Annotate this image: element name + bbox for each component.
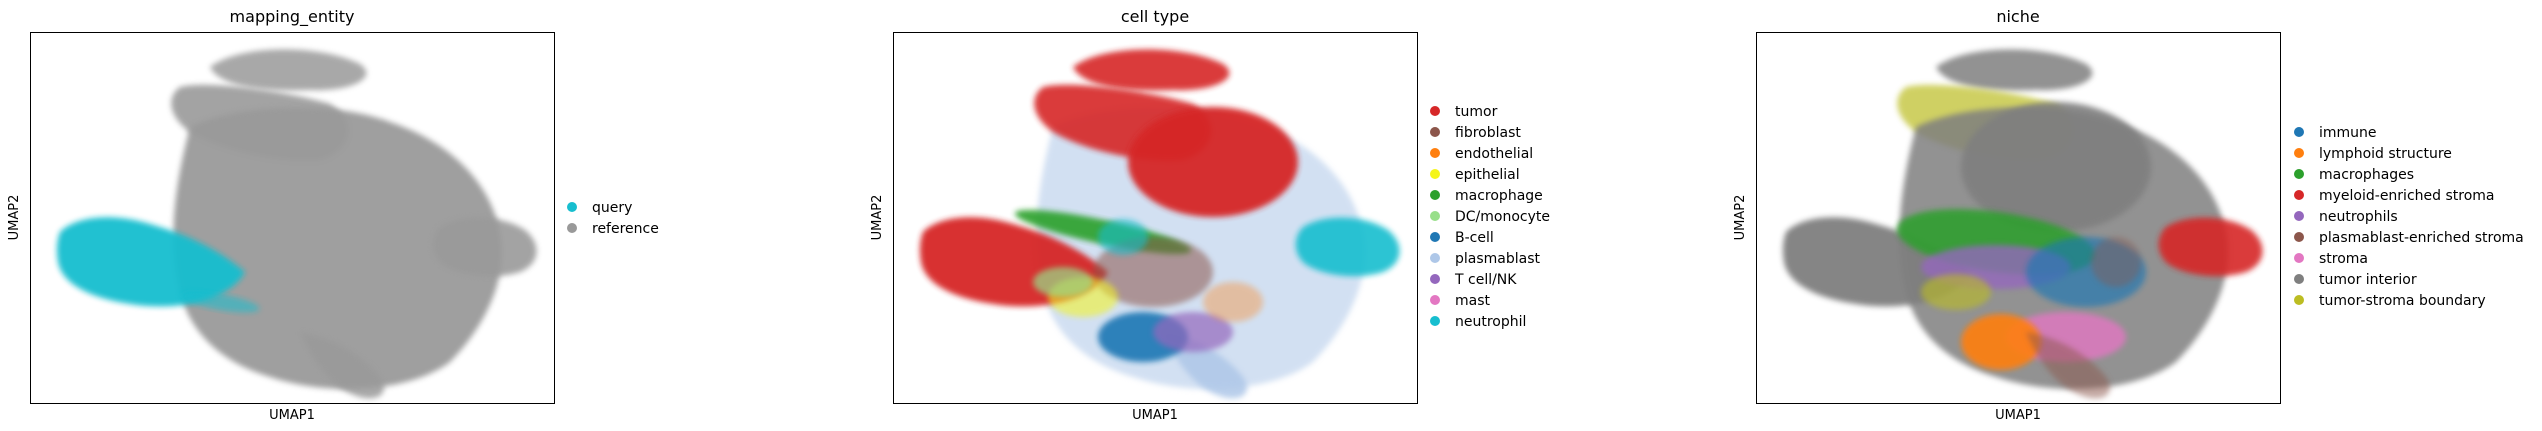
axes-frame — [1756, 32, 2281, 404]
y-axis-label: UMAP2 — [1733, 195, 1748, 241]
legend-marker — [1430, 253, 1440, 263]
legend-label: DC/monocyte — [1455, 209, 1550, 225]
legend-label: neutrophil — [1455, 314, 1526, 330]
panel-1: mapping_entity UMAP1 UMAP2 query reference — [7, 7, 659, 423]
legend-marker — [1430, 316, 1440, 326]
legend-label: tumor interior — [2319, 272, 2417, 288]
panel-title: cell type — [1121, 7, 1189, 26]
x-axis-label: UMAP1 — [1132, 408, 1178, 423]
legend: tumor fibroblast endothelial epithelial macr… — [1430, 104, 1550, 330]
legend-marker — [1430, 190, 1440, 200]
legend-label: myeloid-enriched stroma — [2319, 188, 2495, 204]
axes-frame — [893, 32, 1418, 404]
legend-label: macrophage — [1455, 188, 1543, 204]
legend-label: macrophages — [2319, 167, 2414, 183]
panel-title: mapping_entity — [230, 7, 355, 27]
scatter-points — [1782, 49, 2263, 399]
x-axis-label: UMAP1 — [269, 408, 315, 423]
legend-marker — [2294, 232, 2304, 242]
legend-marker — [2294, 148, 2304, 158]
legend-label: tumor-stroma boundary — [2319, 293, 2486, 309]
legend-label: endothelial — [1455, 146, 1533, 162]
legend-marker — [2294, 169, 2304, 179]
legend-label: mast — [1455, 293, 1491, 309]
legend-marker — [2294, 295, 2304, 305]
legend-marker — [2294, 253, 2304, 263]
legend-marker — [1430, 232, 1440, 242]
legend-marker — [2294, 190, 2304, 200]
legend: immune lymphoid structure macrophages myelo… — [2294, 125, 2524, 309]
legend-label: fibroblast — [1455, 125, 1521, 141]
legend-label: lymphoid structure — [2319, 146, 2452, 162]
panel-3: niche UMAP1 UMAP2 immune lymphoid structure m… — [1733, 7, 2524, 423]
legend-label: plasmablast-enriched stroma — [2319, 230, 2524, 246]
y-axis-label: UMAP2 — [7, 195, 22, 241]
legend-label: reference — [592, 221, 659, 237]
legend-label: plasmablast — [1455, 251, 1541, 267]
legend-marker — [1430, 127, 1440, 137]
legend-marker — [1430, 274, 1440, 284]
legend-marker — [567, 202, 577, 212]
legend-label: immune — [2319, 125, 2377, 141]
x-axis-label: UMAP1 — [1995, 408, 2041, 423]
axes-frame — [30, 32, 555, 404]
legend-marker — [1430, 148, 1440, 158]
legend-marker — [1430, 211, 1440, 221]
legend-label: tumor — [1455, 104, 1498, 120]
legend-label: neutrophils — [2319, 209, 2398, 225]
legend-marker — [567, 223, 577, 233]
legend-marker — [2294, 211, 2304, 221]
legend-label: B-cell — [1455, 230, 1494, 246]
legend-marker — [1430, 295, 1440, 305]
legend: query reference — [567, 200, 659, 237]
legend-marker — [1430, 169, 1440, 179]
legend-marker — [2294, 274, 2304, 284]
y-axis-label: UMAP2 — [870, 195, 885, 241]
legend-label: stroma — [2319, 251, 2368, 267]
legend-label: query — [592, 200, 632, 216]
panel-2: cell type UMAP1 UMAP2 tumor fibroblast endoth… — [870, 7, 1550, 423]
legend-marker — [2294, 127, 2304, 137]
panel-title: niche — [1996, 7, 2039, 26]
legend-label: T cell/NK — [1454, 272, 1517, 288]
legend-marker — [1430, 106, 1440, 116]
scatter-points — [56, 49, 537, 399]
legend-label: epithelial — [1455, 167, 1520, 183]
scatter-points — [919, 49, 1400, 399]
